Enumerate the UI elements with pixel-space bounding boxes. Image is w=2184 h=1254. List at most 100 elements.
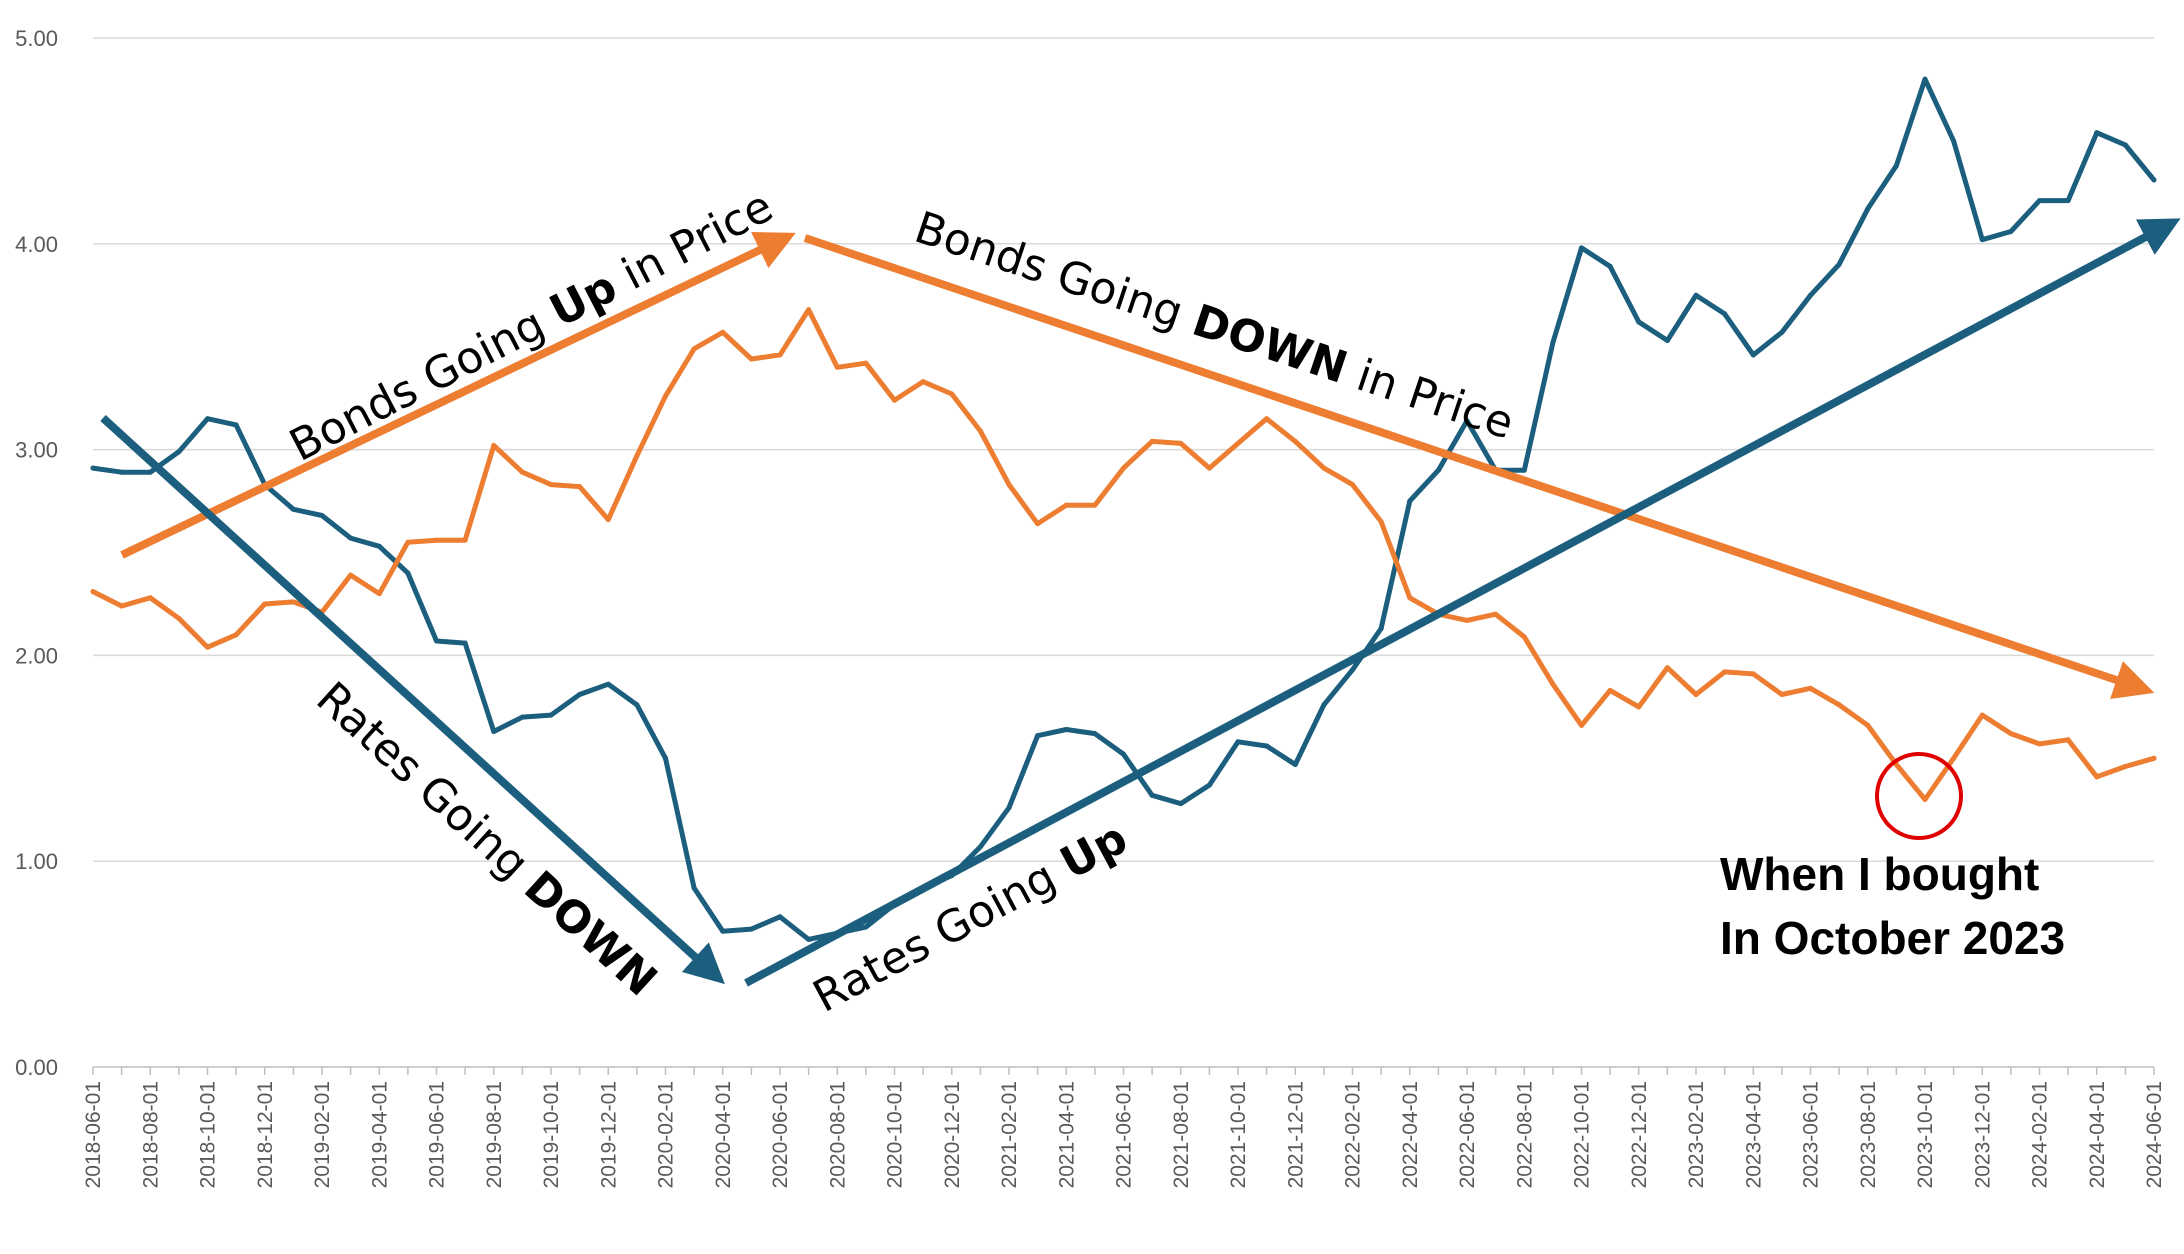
data-point (806, 307, 812, 313)
annotation-rates-up: Rates Going Up (805, 813, 1136, 1023)
data-point (1979, 712, 1985, 718)
x-tick-label: 2020-04-01 (712, 1081, 735, 1188)
data-point (1636, 704, 1642, 710)
data-point (548, 482, 554, 488)
x-tick-label: 2018-06-01 (82, 1081, 105, 1188)
x-tick-label: 2019-12-01 (597, 1081, 620, 1188)
x-tick-label: 2020-10-01 (884, 1081, 907, 1188)
x-tick-label: 2018-08-01 (139, 1081, 162, 1188)
data-point (691, 885, 697, 891)
x-tick-label: 2023-12-01 (1971, 1081, 1994, 1188)
data-point (319, 512, 325, 518)
x-tick-label: 2020-12-01 (941, 1081, 964, 1188)
data-point (1979, 237, 1985, 243)
data-point (748, 926, 754, 932)
annotation-bonds-up: Bonds Going Up in Price (282, 181, 781, 472)
data-point (1063, 726, 1069, 732)
y-tick-label: 0.00 (15, 1055, 58, 1080)
x-tick-label: 2021-10-01 (1227, 1081, 1250, 1188)
data-point (1521, 467, 1527, 473)
data-point (1350, 482, 1355, 488)
data-point (806, 936, 812, 942)
data-point (1378, 626, 1384, 632)
x-tick-label: 2019-02-01 (311, 1081, 334, 1188)
data-point (519, 714, 525, 720)
x-tick-label: 2020-08-01 (826, 1081, 849, 1188)
data-point (1722, 669, 1728, 675)
data-point (205, 416, 210, 422)
data-point (1550, 681, 1556, 687)
data-point (1951, 755, 1957, 761)
x-tick-label: 2019-10-01 (540, 1081, 563, 1188)
data-point (1035, 733, 1041, 739)
data-point (577, 692, 583, 698)
data-point (1579, 722, 1584, 728)
data-point (491, 729, 497, 735)
data-point (1121, 465, 1126, 471)
data-point (2065, 737, 2071, 743)
data-point (892, 397, 897, 403)
data-point (462, 640, 468, 646)
bonds-down-arrow (803, 234, 2155, 700)
data-point (1464, 617, 1470, 623)
data-point (1350, 667, 1355, 673)
data-point (2008, 228, 2014, 234)
data-point (434, 537, 439, 543)
data-point (1407, 595, 1413, 601)
y-tick-label: 5.00 (15, 26, 58, 51)
data-point (491, 442, 497, 448)
data-point (1607, 263, 1613, 269)
x-tick-label: 2024-06-01 (2143, 1081, 2166, 1188)
callout-text-line: When I bought (1720, 848, 2039, 900)
data-point (1722, 311, 1728, 317)
x-tick-label: 2023-02-01 (1685, 1081, 1708, 1188)
data-point (1808, 292, 1813, 298)
data-point (1808, 685, 1813, 691)
data-point (1178, 801, 1184, 807)
x-tick-label: 2021-02-01 (998, 1081, 1021, 1188)
data-point (147, 469, 153, 475)
series-line-1 (90, 76, 2157, 942)
data-point (1092, 731, 1098, 737)
x-tick-label: 2022-06-01 (1456, 1081, 1479, 1188)
data-point (1006, 482, 1012, 488)
y-tick-label: 3.00 (15, 438, 58, 463)
data-point (519, 469, 525, 475)
data-point (119, 469, 125, 475)
data-point (1922, 796, 1928, 802)
data-point (1550, 340, 1556, 346)
data-point (1235, 440, 1241, 446)
data-point (1922, 76, 1928, 82)
data-point (405, 570, 411, 576)
data-point (748, 356, 754, 362)
data-point (348, 535, 354, 541)
data-point (720, 928, 726, 934)
data-point (1750, 671, 1756, 677)
data-point (605, 517, 611, 523)
data-point (1121, 751, 1126, 757)
data-point (290, 506, 296, 512)
data-point (977, 428, 983, 434)
x-tick-label: 2018-10-01 (197, 1081, 220, 1188)
data-point (1264, 743, 1270, 749)
trend-arrows (100, 218, 2181, 987)
x-tick-label: 2022-08-01 (1513, 1081, 1536, 1188)
x-tick-label: 2019-04-01 (368, 1081, 391, 1188)
x-tick-label: 2019-08-01 (483, 1081, 506, 1188)
data-point (1206, 465, 1212, 471)
data-point (1063, 502, 1069, 508)
data-point (205, 644, 210, 650)
data-point (1435, 467, 1441, 473)
x-axis-ticks: 2018-06-01 2018-08-01 2018-10-01 2018-12-01… (82, 1067, 2166, 1188)
data-point (777, 914, 783, 920)
data-point (1951, 138, 1957, 144)
data-point (1149, 792, 1155, 798)
data-point (720, 329, 726, 335)
data-point (1836, 261, 1842, 267)
data-point (376, 591, 382, 597)
data-point (1664, 338, 1670, 344)
data-point (863, 360, 869, 366)
x-tick-label: 2022-12-01 (1628, 1081, 1651, 1188)
data-point (176, 615, 182, 621)
